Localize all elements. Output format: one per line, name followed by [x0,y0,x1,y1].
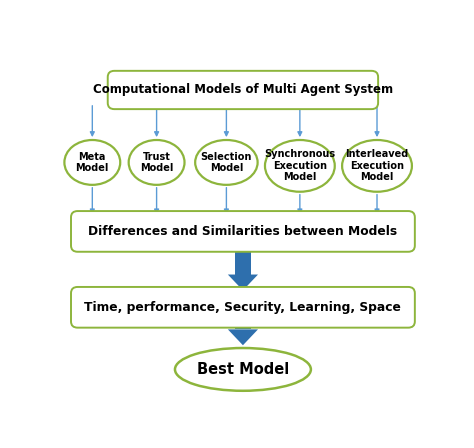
Text: Time, performance, Security, Learning, Space: Time, performance, Security, Learning, S… [84,301,401,314]
Ellipse shape [265,140,335,192]
FancyBboxPatch shape [71,287,415,327]
FancyBboxPatch shape [108,71,378,109]
Ellipse shape [128,140,184,185]
Ellipse shape [195,140,258,185]
Polygon shape [228,275,258,290]
Polygon shape [235,248,251,275]
Ellipse shape [64,140,120,185]
Text: Meta
Model: Meta Model [76,151,109,173]
Polygon shape [235,323,251,329]
Text: Synchronous
Execution
Model: Synchronous Execution Model [264,149,336,182]
Text: Interleaved
Execution
Model: Interleaved Execution Model [346,149,409,182]
FancyBboxPatch shape [71,211,415,252]
Polygon shape [228,329,258,345]
Text: Selection
Model: Selection Model [201,151,252,173]
Ellipse shape [342,140,412,192]
Text: Computational Models of Multi Agent System: Computational Models of Multi Agent Syst… [93,83,393,96]
Text: Trust
Model: Trust Model [140,151,173,173]
Text: Best Model: Best Model [197,362,289,377]
Ellipse shape [175,348,311,391]
Text: Differences and Similarities between Models: Differences and Similarities between Mod… [88,225,398,238]
